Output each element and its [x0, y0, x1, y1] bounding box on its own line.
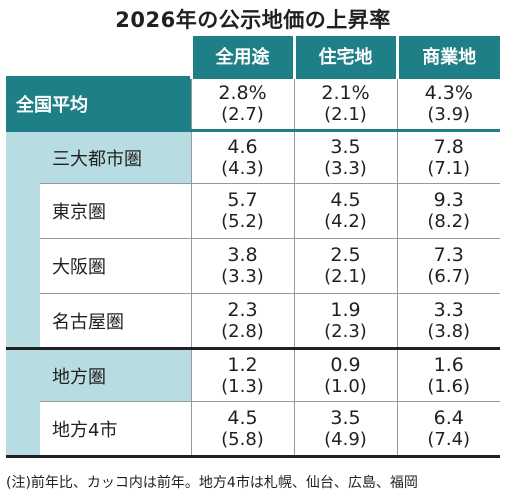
value-cell: 1.6 (1.6)	[396, 348, 500, 402]
header-corner	[6, 36, 191, 78]
value-cell: 2.5 (2.1)	[293, 238, 397, 294]
row-label: 名古屋圏	[40, 293, 191, 350]
row-label: 大阪圏	[40, 238, 191, 294]
indent-bar	[6, 130, 40, 350]
value-cell: 3.3 (3.8)	[396, 293, 500, 350]
national-average-row: 全国平均 2.8% (2.7) 2.1% (2.1) 4.3% (3.9)	[6, 76, 500, 132]
column-header-commercial: 商業地	[395, 36, 500, 78]
value-cell: 4.3% (3.9)	[396, 76, 500, 132]
row-label-national: 全国平均	[6, 76, 191, 132]
row-label: 地方4市	[40, 401, 191, 458]
land-price-table: 全用途 住宅地 商業地 全国平均 2.8% (2.7) 2.1% (2.1) 4.3…	[6, 36, 500, 458]
value-cell: 3.5 (3.3)	[293, 130, 397, 184]
value-cell: 7.3 (6.7)	[396, 238, 500, 294]
value-cell: 2.8% (2.7)	[190, 76, 294, 132]
value-cell: 4.6 (4.3)	[190, 130, 294, 184]
value-cell: 5.7 (5.2)	[190, 183, 294, 239]
table-row: 東京圏 5.7 (5.2) 4.5 (4.2) 9.3 (8.2)	[6, 183, 500, 239]
value-cell: 9.3 (8.2)	[396, 183, 500, 239]
row-label: 三大都市圏	[40, 130, 191, 184]
table-row: 名古屋圏 2.3 (2.8) 1.9 (2.3) 3.3 (3.8)	[6, 293, 500, 350]
value-cell: 4.5 (5.8)	[190, 401, 294, 458]
value-cell: 7.8 (7.1)	[396, 130, 500, 184]
value-cell: 3.5 (4.9)	[293, 401, 397, 458]
table-row: 地方圏 1.2 (1.3) 0.9 (1.0) 1.6 (1.6)	[6, 348, 500, 458]
value-cell: 6.4 (7.4)	[396, 401, 500, 458]
table-row: 三大都市圏 4.6 (4.3) 3.5 (3.3) 7.8 (7.1)	[6, 130, 500, 350]
indent-bar	[6, 348, 40, 458]
footnote: (注)前年比、カッコ内は前年。地方4市は札幌、仙台、広島、福岡	[6, 475, 418, 491]
value-cell: 1.2 (1.3)	[190, 348, 294, 402]
table-row: 大阪圏 3.8 (3.3) 2.5 (2.1) 7.3 (6.7)	[6, 238, 500, 294]
value-cell: 4.5 (4.2)	[293, 183, 397, 239]
row-label: 東京圏	[40, 183, 191, 239]
header-row: 全用途 住宅地 商業地	[6, 36, 500, 78]
row-label: 地方圏	[40, 348, 191, 402]
value-cell: 1.9 (2.3)	[293, 293, 397, 350]
table-title: 2026年の公示地価の上昇率	[115, 8, 391, 32]
value-cell: 3.8 (3.3)	[190, 238, 294, 294]
column-header-residential: 住宅地	[292, 36, 397, 78]
value-cell: 2.1% (2.1)	[293, 76, 397, 132]
value-cell: 2.3 (2.8)	[190, 293, 294, 350]
column-header-all-use: 全用途	[189, 36, 294, 78]
value-cell: 0.9 (1.0)	[293, 348, 397, 402]
table-row: 地方4市 4.5 (5.8) 3.5 (4.9) 6.4 (7.4)	[6, 401, 500, 458]
